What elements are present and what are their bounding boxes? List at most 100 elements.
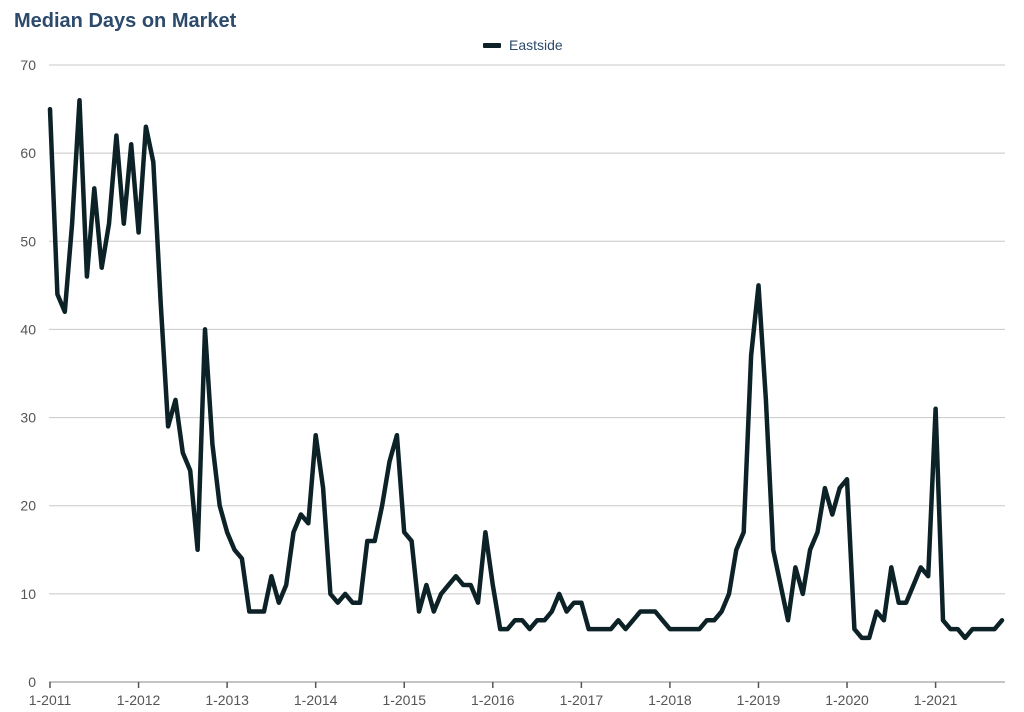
data-point [779, 583, 783, 587]
data-point [528, 627, 532, 631]
data-point [299, 513, 303, 517]
data-point [904, 601, 908, 605]
data-point [395, 433, 399, 437]
data-point [277, 601, 281, 605]
data-point [1000, 618, 1004, 622]
x-tick-label: 1-2019 [737, 692, 781, 708]
data-point [402, 530, 406, 534]
data-point [624, 627, 628, 631]
data-point [609, 627, 613, 631]
data-point [971, 627, 975, 631]
data-point [144, 125, 148, 129]
x-tick-label: 1-2015 [382, 692, 426, 708]
data-point [269, 574, 273, 578]
data-point [616, 618, 620, 622]
data-point [653, 610, 657, 614]
data-point [771, 548, 775, 552]
data-point [948, 627, 952, 631]
data-point [92, 186, 96, 190]
data-point [830, 513, 834, 517]
data-point [85, 275, 89, 279]
data-point [889, 565, 893, 569]
x-tick-label: 1-2014 [294, 692, 338, 708]
y-tick-label: 70 [20, 57, 36, 73]
data-point [793, 565, 797, 569]
data-point [808, 548, 812, 552]
data-point [196, 548, 200, 552]
y-tick-label: 20 [20, 498, 36, 514]
data-point [742, 530, 746, 534]
data-point [638, 610, 642, 614]
data-point [107, 222, 111, 226]
data-point [919, 565, 923, 569]
data-point [100, 266, 104, 270]
data-point [137, 231, 141, 235]
data-point [882, 618, 886, 622]
data-point [557, 592, 561, 596]
data-point [218, 504, 222, 508]
data-point [432, 610, 436, 614]
data-point [447, 583, 451, 587]
data-point [373, 539, 377, 543]
data-point [424, 583, 428, 587]
data-point [690, 627, 694, 631]
data-point [535, 618, 539, 622]
data-point [351, 601, 355, 605]
data-point [852, 627, 856, 631]
data-point [602, 627, 606, 631]
data-point [993, 627, 997, 631]
x-tick-label: 1-2016 [471, 692, 515, 708]
data-point [284, 583, 288, 587]
data-point [594, 627, 598, 631]
y-tick-label: 40 [20, 321, 36, 337]
data-point [48, 107, 52, 111]
data-point [506, 627, 510, 631]
data-point [210, 442, 214, 446]
y-tick-label: 10 [20, 586, 36, 602]
data-point [321, 486, 325, 490]
data-point [151, 160, 155, 164]
data-point [572, 601, 576, 605]
x-tick-label: 1-2021 [914, 692, 958, 708]
data-point [697, 627, 701, 631]
data-point [233, 548, 237, 552]
data-point [181, 451, 185, 455]
data-point [565, 610, 569, 614]
data-point [734, 548, 738, 552]
data-point [174, 398, 178, 402]
data-point [476, 601, 480, 605]
data-point [343, 592, 347, 596]
data-point [262, 610, 266, 614]
y-tick-label: 30 [20, 410, 36, 426]
data-point [727, 592, 731, 596]
chart-title: Median Days on Market [14, 10, 237, 32]
data-point [129, 142, 133, 146]
data-point [587, 627, 591, 631]
data-point [314, 433, 318, 437]
y-tick-label: 60 [20, 145, 36, 161]
x-tick-label: 1-2012 [117, 692, 161, 708]
data-point [985, 627, 989, 631]
y-tick-label: 0 [28, 674, 36, 690]
data-point [469, 583, 473, 587]
x-tick-label: 1-2011 [29, 692, 72, 708]
data-point [388, 460, 392, 464]
data-point [978, 627, 982, 631]
data-point [579, 601, 583, 605]
data-point [336, 601, 340, 605]
legend: Eastside [483, 37, 563, 53]
data-point [292, 530, 296, 534]
data-point [513, 618, 517, 622]
data-point [188, 469, 192, 473]
data-point [683, 627, 687, 631]
data-point [926, 574, 930, 578]
data-point [247, 610, 251, 614]
legend-swatch-eastside [483, 42, 501, 48]
data-point [941, 618, 945, 622]
data-point [63, 310, 67, 314]
series-layer [47, 98, 1005, 641]
y-tick-label: 50 [20, 233, 36, 249]
data-point [934, 407, 938, 411]
data-point [410, 539, 414, 543]
